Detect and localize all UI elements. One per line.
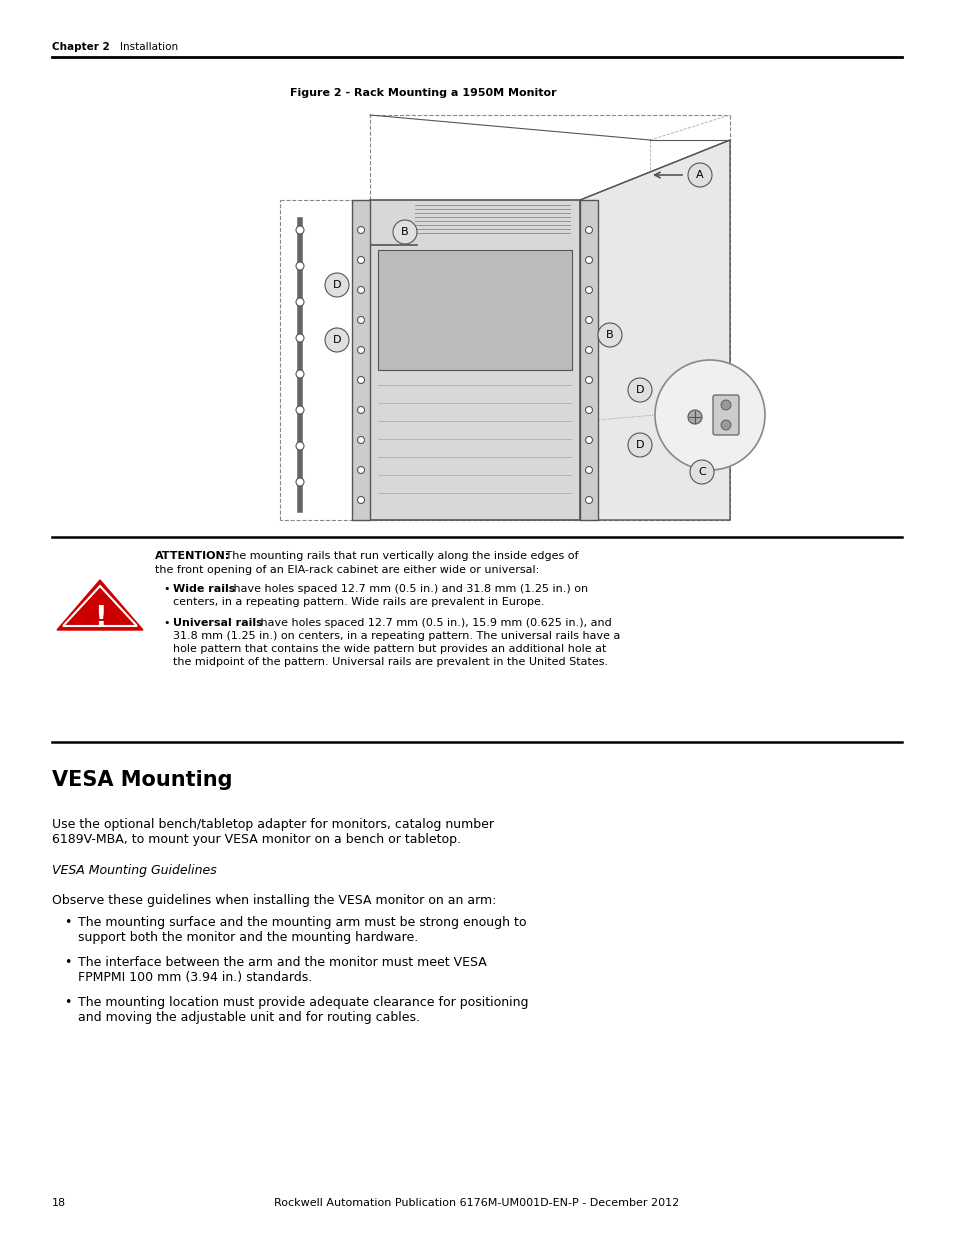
Circle shape (585, 316, 592, 324)
Circle shape (393, 220, 416, 245)
Circle shape (295, 406, 304, 414)
Text: The interface between the arm and the monitor must meet VESA: The interface between the arm and the mo… (78, 956, 486, 969)
Circle shape (295, 226, 304, 233)
Circle shape (720, 420, 730, 430)
Text: Rockwell Automation Publication 6176M-UM001D-EN-P - December 2012: Rockwell Automation Publication 6176M-UM… (274, 1198, 679, 1208)
Text: •: • (163, 584, 170, 594)
Circle shape (357, 226, 364, 233)
Circle shape (627, 378, 651, 403)
Text: and moving the adjustable unit and for routing cables.: and moving the adjustable unit and for r… (78, 1011, 419, 1024)
Text: B: B (605, 330, 613, 340)
Text: •: • (64, 995, 71, 1009)
Text: VESA Mounting: VESA Mounting (52, 769, 233, 790)
Circle shape (295, 442, 304, 450)
Text: Wide rails: Wide rails (172, 584, 235, 594)
Text: Observe these guidelines when installing the VESA monitor on an arm:: Observe these guidelines when installing… (52, 894, 496, 906)
Text: Figure 2 - Rack Mounting a 1950M Monitor: Figure 2 - Rack Mounting a 1950M Monitor (290, 88, 556, 98)
Text: •: • (163, 618, 170, 629)
Circle shape (357, 406, 364, 414)
Text: D: D (635, 385, 643, 395)
Circle shape (325, 273, 349, 296)
Text: FPMPMI 100 mm (3.94 in.) standards.: FPMPMI 100 mm (3.94 in.) standards. (78, 971, 312, 984)
Circle shape (687, 410, 701, 424)
Circle shape (357, 347, 364, 353)
Text: have holes spaced 12.7 mm (0.5 in.), 15.9 mm (0.625 in.), and: have holes spaced 12.7 mm (0.5 in.), 15.… (256, 618, 611, 629)
Circle shape (295, 333, 304, 342)
Text: centers, in a repeating pattern. Wide rails are prevalent in Europe.: centers, in a repeating pattern. Wide ra… (172, 597, 544, 606)
Text: D: D (333, 335, 341, 345)
Text: •: • (64, 956, 71, 969)
Text: D: D (333, 280, 341, 290)
Text: A: A (696, 170, 703, 180)
Text: Universal rails: Universal rails (172, 618, 262, 629)
Text: B: B (401, 227, 409, 237)
Bar (579, 200, 598, 520)
Circle shape (295, 298, 304, 306)
Circle shape (295, 262, 304, 270)
Text: hole pattern that contains the wide pattern but provides an additional hole at: hole pattern that contains the wide patt… (172, 643, 606, 655)
Circle shape (689, 459, 713, 484)
Text: have holes spaced 12.7 mm (0.5 in.) and 31.8 mm (1.25 in.) on: have holes spaced 12.7 mm (0.5 in.) and … (230, 584, 587, 594)
Circle shape (585, 257, 592, 263)
Circle shape (585, 226, 592, 233)
Circle shape (585, 496, 592, 504)
Circle shape (687, 163, 711, 186)
Circle shape (585, 377, 592, 384)
Polygon shape (579, 140, 729, 520)
Circle shape (357, 257, 364, 263)
Text: The mounting surface and the mounting arm must be strong enough to: The mounting surface and the mounting ar… (78, 916, 526, 929)
Polygon shape (57, 580, 143, 630)
Circle shape (655, 359, 764, 471)
Circle shape (357, 496, 364, 504)
Text: The mounting location must provide adequate clearance for positioning: The mounting location must provide adequ… (78, 995, 528, 1009)
Circle shape (585, 467, 592, 473)
Text: C: C (698, 467, 705, 477)
Circle shape (598, 324, 621, 347)
Circle shape (585, 436, 592, 443)
Circle shape (357, 467, 364, 473)
Text: 31.8 mm (1.25 in.) on centers, in a repeating pattern. The universal rails have : 31.8 mm (1.25 in.) on centers, in a repe… (172, 631, 619, 641)
Text: D: D (635, 440, 643, 450)
Text: Use the optional bench/tabletop adapter for monitors, catalog number: Use the optional bench/tabletop adapter … (52, 818, 494, 831)
Circle shape (357, 316, 364, 324)
Text: !: ! (93, 604, 106, 632)
Bar (370, 200, 579, 520)
Text: support both the monitor and the mounting hardware.: support both the monitor and the mountin… (78, 931, 417, 944)
Circle shape (357, 436, 364, 443)
Text: •: • (64, 916, 71, 929)
Text: The mounting rails that run vertically along the inside edges of: The mounting rails that run vertically a… (222, 551, 578, 561)
Text: 18: 18 (52, 1198, 66, 1208)
Circle shape (295, 370, 304, 378)
Circle shape (357, 287, 364, 294)
Circle shape (585, 347, 592, 353)
FancyBboxPatch shape (712, 395, 739, 435)
Text: VESA Mounting Guidelines: VESA Mounting Guidelines (52, 864, 216, 877)
Bar (377, 249, 572, 370)
Circle shape (295, 478, 304, 487)
Circle shape (357, 377, 364, 384)
Text: the midpoint of the pattern. Universal rails are prevalent in the United States.: the midpoint of the pattern. Universal r… (172, 657, 607, 667)
Text: Chapter 2: Chapter 2 (52, 42, 110, 52)
Circle shape (627, 433, 651, 457)
Circle shape (585, 287, 592, 294)
Polygon shape (63, 585, 137, 626)
Text: 6189V-MBA, to mount your VESA monitor on a bench or tabletop.: 6189V-MBA, to mount your VESA monitor on… (52, 832, 460, 846)
Circle shape (720, 400, 730, 410)
Circle shape (325, 329, 349, 352)
Text: ATTENTION:: ATTENTION: (154, 551, 230, 561)
Text: the front opening of an EIA-rack cabinet are either wide or universal:: the front opening of an EIA-rack cabinet… (154, 564, 538, 576)
Circle shape (585, 406, 592, 414)
Text: Installation: Installation (120, 42, 178, 52)
Bar (352, 200, 370, 520)
